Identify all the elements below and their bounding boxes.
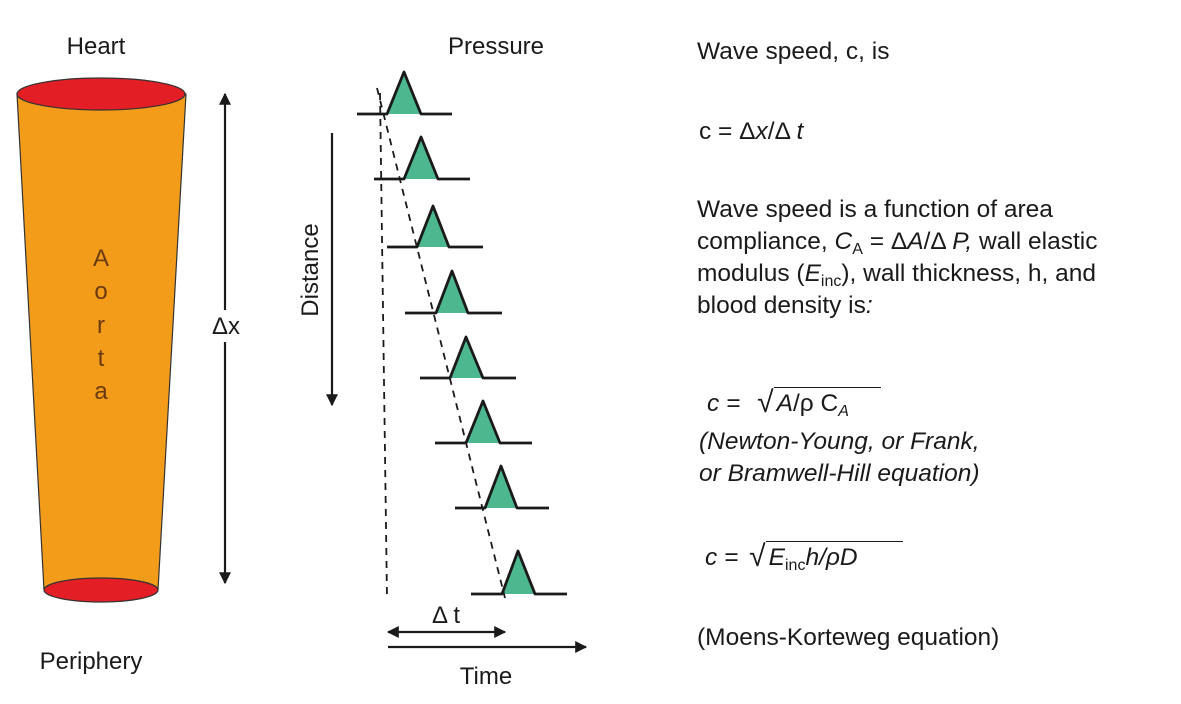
pressure-pulse bbox=[405, 269, 502, 315]
periphery-label: Periphery bbox=[40, 648, 143, 675]
aorta-body bbox=[16, 93, 187, 591]
newton-young-name: (Newton-Young, or Frank, or Bramwell-Hil… bbox=[699, 428, 980, 487]
aorta-letter: t bbox=[98, 345, 105, 372]
pressure-pulse bbox=[471, 549, 567, 596]
aorta-label: A o r t a bbox=[93, 245, 109, 405]
pressure-pulses bbox=[357, 70, 567, 596]
pressure-pulse bbox=[455, 464, 549, 510]
wavefront-dashed bbox=[376, 87, 506, 599]
wave-speed-intro: Wave speed, c, is bbox=[697, 38, 890, 65]
pressure-pulse bbox=[374, 135, 470, 181]
aorta-letter: o bbox=[94, 278, 107, 305]
pressure-pulse bbox=[357, 70, 452, 116]
periphery-cap bbox=[43, 577, 159, 603]
pressure-pulse bbox=[435, 399, 532, 445]
time-label: Time bbox=[460, 663, 512, 690]
delta-t-label: Δ t bbox=[432, 602, 460, 629]
delta-x-label: Δx bbox=[212, 313, 240, 340]
pressure-label: Pressure bbox=[448, 33, 544, 60]
wave-speed-equation: c = Δx/Δ t bbox=[699, 118, 804, 145]
heart-label: Heart bbox=[67, 33, 126, 60]
aorta-letter: A bbox=[93, 245, 109, 272]
aorta-letter: a bbox=[94, 378, 108, 405]
heart-cap bbox=[16, 77, 186, 111]
vertical-reference-dashed bbox=[379, 92, 388, 599]
moens-korteweg-name: (Moens-Korteweg equation) bbox=[697, 624, 1000, 651]
distance-label: Distance bbox=[297, 223, 324, 316]
moens-korteweg-equation: c = √ Einch/ρD bbox=[705, 540, 903, 574]
pressure-pulse bbox=[387, 204, 483, 249]
function-description: Wave speed is a function of area complia… bbox=[697, 196, 1098, 319]
newton-young-equation: c = √ A/ρ CA bbox=[707, 386, 881, 420]
pressure-pulse bbox=[420, 335, 516, 380]
aorta-letter: r bbox=[97, 312, 105, 339]
aorta-vessel bbox=[16, 77, 187, 603]
